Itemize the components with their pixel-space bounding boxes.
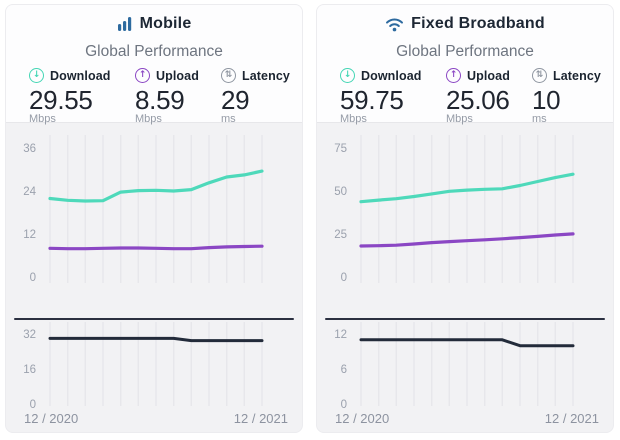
download-arrow-icon: ↓ (29, 68, 44, 83)
stat-unit: ms (221, 113, 236, 125)
stat-value: 29.55 (29, 85, 93, 115)
svg-text:32: 32 (23, 329, 36, 341)
upload-arrow-icon: ↑ (135, 68, 150, 83)
stat-label: Upload (156, 68, 199, 83)
x-axis-end-label: 12 / 2021 (544, 411, 599, 426)
stat-value: 29 (221, 85, 250, 115)
stat-unit: ms (532, 113, 547, 125)
svg-text:6: 6 (341, 364, 347, 376)
stat-upload: ↑ Upload 8.59 Mbps (135, 68, 221, 125)
x-axis-start-label: 12 / 2020 (24, 411, 79, 426)
svg-text:0: 0 (341, 399, 347, 410)
svg-text:12: 12 (334, 329, 347, 341)
mobile-speed-chart: 36 24 12 0 (23, 135, 264, 284)
chart-divider-line (14, 318, 294, 320)
stat-latency: ⇅ Latency 29 ms (221, 68, 302, 125)
stat-label: Upload (467, 68, 510, 83)
fixed-title-row: Fixed Broadband (317, 14, 613, 34)
section-title: Global Performance (85, 43, 223, 60)
stat-label: Latency (553, 68, 601, 83)
mobile-panel-header: Mobile Global Performance ↓ Download 29.… (6, 5, 302, 125)
latency-arrows-icon: ⇅ (221, 68, 236, 83)
stat-value: 25.06 (446, 85, 510, 115)
svg-text:16: 16 (23, 364, 36, 376)
panel-title: Mobile (139, 15, 192, 32)
panel-title: Fixed Broadband (411, 15, 545, 32)
stat-unit: Mbps (340, 113, 367, 125)
svg-text:75: 75 (334, 143, 347, 155)
stat-label: Download (50, 68, 111, 83)
svg-text:12: 12 (23, 229, 36, 241)
svg-text:0: 0 (341, 272, 347, 284)
stat-label: Latency (242, 68, 290, 83)
stat-label: Download (361, 68, 422, 83)
stat-value: 10 (532, 85, 561, 115)
stat-upload: ↑ Upload 25.06 Mbps (446, 68, 532, 125)
stat-download: ↓ Download 59.75 Mbps (340, 68, 446, 125)
wifi-icon (386, 18, 404, 31)
svg-text:25: 25 (334, 229, 347, 241)
mobile-panel: Mobile Global Performance ↓ Download 29.… (5, 4, 303, 433)
upload-arrow-icon: ↑ (446, 68, 461, 83)
section-title: Global Performance (396, 43, 534, 60)
download-arrow-icon: ↓ (340, 68, 355, 83)
stat-unit: Mbps (29, 113, 56, 125)
mobile-signal-bars-icon (117, 17, 131, 31)
svg-text:0: 0 (30, 272, 36, 284)
chart-divider-line (325, 318, 605, 320)
fixed-x-axis-labels: 12 / 2020 12 / 2021 (317, 410, 613, 426)
svg-text:0: 0 (30, 399, 36, 410)
mobile-latency-chart: 32 16 0 (23, 322, 264, 410)
stat-unit: Mbps (446, 113, 473, 125)
fixed-stats-row: ↓ Download 59.75 Mbps ↑ Upload 25.06 Mbp… (317, 68, 613, 125)
fixed-speed-chart: 75 50 25 0 (334, 135, 575, 284)
stat-download: ↓ Download 29.55 Mbps (29, 68, 135, 125)
mobile-title-row: Mobile (6, 14, 302, 34)
svg-text:36: 36 (23, 143, 36, 155)
stat-value: 59.75 (340, 85, 404, 115)
latency-arrows-icon: ⇅ (532, 68, 547, 83)
x-axis-start-label: 12 / 2020 (335, 411, 390, 426)
mobile-stats-row: ↓ Download 29.55 Mbps ↑ Upload 8.59 Mbps (6, 68, 302, 125)
stat-unit: Mbps (135, 113, 162, 125)
svg-text:24: 24 (23, 186, 36, 198)
stat-value: 8.59 (135, 85, 185, 115)
stat-latency: ⇅ Latency 10 ms (532, 68, 613, 125)
mobile-x-axis-labels: 12 / 2020 12 / 2021 (6, 410, 302, 426)
fixed-latency-chart: 12 6 0 (334, 322, 575, 410)
x-axis-end-label: 12 / 2021 (233, 411, 288, 426)
fixed-panel-header: Fixed Broadband Global Performance ↓ Dow… (317, 5, 613, 125)
fixed-broadband-panel: Fixed Broadband Global Performance ↓ Dow… (316, 4, 614, 433)
svg-text:50: 50 (334, 186, 347, 198)
